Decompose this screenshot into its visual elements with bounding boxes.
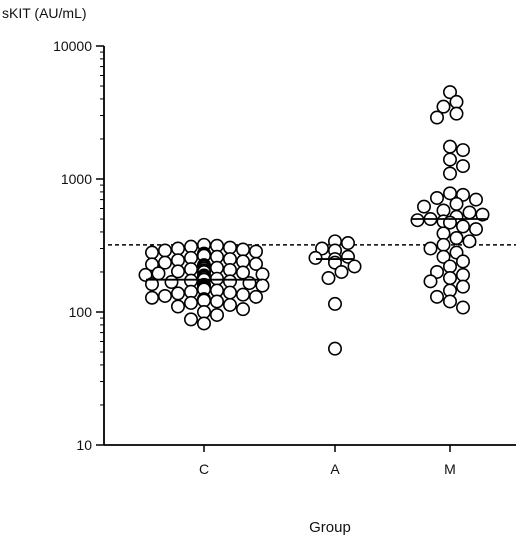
data-point (442, 294, 457, 309)
data-points (138, 85, 490, 356)
data-point (171, 299, 186, 314)
data-point (340, 236, 355, 251)
x-tick-label: C (199, 461, 209, 477)
data-point (442, 271, 457, 286)
data-point (145, 245, 160, 260)
data-point (468, 222, 483, 237)
data-point (145, 290, 160, 305)
data-point (210, 294, 225, 309)
data-point (455, 279, 470, 294)
data-point (455, 254, 470, 269)
data-point (184, 312, 199, 327)
y-tick-label: 10000 (53, 38, 92, 54)
data-point (449, 106, 464, 121)
data-point (462, 205, 477, 220)
data-point (184, 295, 199, 310)
data-point (429, 289, 444, 304)
data-point (442, 259, 457, 274)
data-point (236, 265, 251, 280)
data-point (249, 256, 264, 271)
y-axis-label: sKIT (AU/mL) (2, 5, 87, 21)
data-point (442, 85, 457, 100)
data-point (249, 244, 264, 259)
y-tick-label: 10 (76, 437, 92, 453)
data-point (249, 289, 264, 304)
data-point (236, 287, 251, 302)
data-point (171, 264, 186, 279)
data-point (210, 271, 225, 286)
data-point (429, 110, 444, 125)
median-lines (146, 218, 488, 281)
data-point (436, 99, 451, 114)
data-point (197, 293, 212, 308)
data-point (436, 226, 451, 241)
data-point (416, 199, 431, 214)
data-point (158, 243, 173, 258)
data-point (321, 271, 336, 286)
data-point (171, 241, 186, 256)
data-point (429, 264, 444, 279)
data-point (410, 213, 425, 228)
data-point (236, 302, 251, 317)
data-point (449, 196, 464, 211)
data-point (164, 275, 179, 290)
data-point (468, 192, 483, 207)
y-tick-label: 100 (69, 304, 93, 320)
data-point (442, 152, 457, 167)
data-point (449, 231, 464, 246)
data-point (308, 250, 323, 265)
data-point (223, 240, 238, 255)
data-point (455, 219, 470, 234)
data-point (423, 274, 438, 289)
data-point (236, 242, 251, 257)
data-point (475, 207, 490, 222)
data-point (223, 297, 238, 312)
y-axis-ticks: 10 100 1000 10000 (53, 38, 104, 453)
data-point (197, 304, 212, 319)
data-point (449, 94, 464, 109)
data-point (455, 267, 470, 282)
data-point (442, 166, 457, 181)
data-point (436, 237, 451, 252)
data-point (423, 241, 438, 256)
data-point (429, 190, 444, 205)
data-point (442, 139, 457, 154)
data-point (327, 296, 342, 311)
data-point (327, 341, 342, 356)
data-point (242, 276, 257, 291)
data-point (197, 316, 212, 331)
data-point (223, 262, 238, 277)
data-point (455, 300, 470, 315)
data-point (145, 277, 160, 292)
data-point (334, 264, 349, 279)
data-point (462, 234, 477, 249)
data-point (158, 288, 173, 303)
x-tick-label: M (444, 461, 456, 477)
data-point (347, 259, 362, 274)
data-point (314, 241, 329, 256)
data-point (171, 286, 186, 301)
data-point (455, 143, 470, 158)
data-point (184, 262, 199, 277)
data-point (436, 249, 451, 264)
data-point (455, 159, 470, 174)
data-point (210, 307, 225, 322)
x-tick-label: A (330, 461, 340, 477)
x-axis-label: Group (309, 519, 351, 536)
data-point (223, 285, 238, 300)
data-point (158, 255, 173, 270)
data-point (255, 278, 270, 293)
y-tick-label: 1000 (61, 171, 92, 187)
